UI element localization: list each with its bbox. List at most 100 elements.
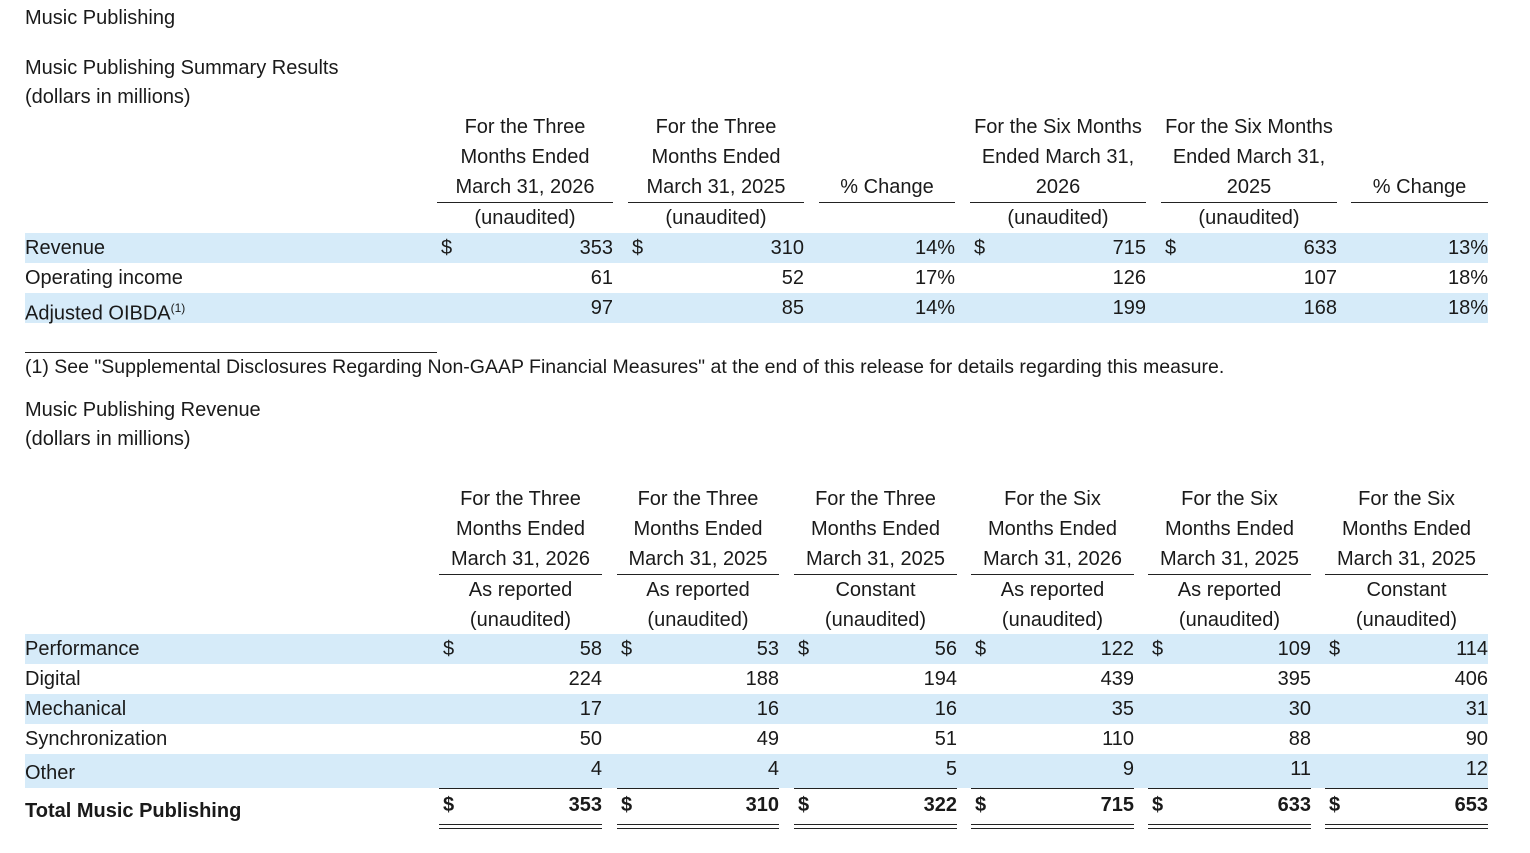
column-header: (unaudited) — [1198, 207, 1300, 229]
table-cell: 14% — [914, 237, 955, 259]
table-cell: 56 — [934, 638, 957, 660]
row-label: Adjusted OIBDA(1) — [25, 293, 185, 325]
dollar-sign: $ — [975, 794, 987, 816]
table-cell: 633 — [1303, 237, 1337, 259]
dollar-sign: $ — [441, 237, 453, 259]
column-header: Months Ended — [651, 146, 781, 168]
total-top-rule — [1148, 788, 1311, 789]
header-underline — [628, 202, 804, 203]
table-cell: 16 — [934, 698, 957, 720]
total-cell: 715 — [1100, 794, 1134, 816]
table-cell: 126 — [1112, 267, 1146, 289]
dollar-sign: $ — [443, 794, 455, 816]
dollar-sign: $ — [621, 794, 633, 816]
row-label: Performance — [25, 638, 140, 660]
column-header: For the Six Months — [1165, 116, 1333, 138]
total-top-rule — [971, 788, 1134, 789]
row-band — [25, 754, 1488, 788]
table-cell: 52 — [781, 267, 804, 289]
total-cell: 653 — [1454, 794, 1488, 816]
section-title: Music Publishing — [25, 7, 176, 29]
row-band — [25, 694, 1488, 724]
total-double-rule — [794, 824, 957, 829]
column-header: As reported — [646, 579, 750, 601]
column-header: Months Ended — [988, 518, 1117, 540]
column-header: (unaudited) — [647, 609, 749, 631]
table-cell: 122 — [1100, 638, 1134, 660]
column-header: Months Ended — [1165, 518, 1294, 540]
table-cell: 4 — [590, 758, 602, 780]
column-header: March 31, 2025 — [1337, 548, 1476, 570]
total-double-rule — [617, 824, 779, 829]
row-label-text: Revenue — [25, 237, 106, 259]
column-header: (unaudited) — [824, 609, 927, 631]
table-cell: 395 — [1277, 668, 1311, 690]
row-label: Digital — [25, 668, 81, 690]
dollar-sign: $ — [632, 237, 644, 259]
table-cell: 439 — [1100, 668, 1134, 690]
total-top-rule — [617, 788, 779, 789]
table-cell: 188 — [745, 668, 779, 690]
column-header: (unaudited) — [1001, 609, 1104, 631]
column-header: (unaudited) — [665, 207, 767, 229]
column-header: March 31, 2025 — [806, 548, 945, 570]
column-header: (unaudited) — [469, 609, 572, 631]
table-cell: 51 — [934, 728, 957, 750]
table-cell: 114 — [1456, 638, 1488, 660]
table-cell: 61 — [590, 267, 613, 289]
total-cell: 353 — [568, 794, 602, 816]
table-cell: 85 — [781, 297, 804, 319]
table-cell: 18% — [1447, 297, 1488, 319]
column-header: % Change — [1372, 176, 1467, 198]
table-cell: 35 — [1111, 698, 1134, 720]
row-band — [25, 233, 1488, 263]
table-cell: 168 — [1303, 297, 1337, 319]
column-header: % Change — [840, 176, 934, 198]
total-double-rule — [439, 824, 602, 829]
footnote: (1) See "Supplemental Disclosures Regard… — [25, 356, 1225, 378]
table-cell: 109 — [1277, 638, 1311, 660]
summary-subtitle: (dollars in millions) — [25, 86, 191, 108]
column-header: For the Six Months — [974, 116, 1142, 138]
dollar-sign: $ — [1329, 794, 1341, 816]
dollar-sign: $ — [798, 794, 810, 816]
column-header: March 31, 2026 — [451, 548, 590, 570]
table-cell: 53 — [756, 638, 779, 660]
row-label-text: Adjusted OIBDA — [25, 302, 171, 325]
total-double-rule — [1325, 824, 1488, 829]
column-header: For the Three — [460, 488, 581, 510]
total-double-rule — [971, 824, 1134, 829]
table-cell: 715 — [1112, 237, 1146, 259]
dollar-sign: $ — [798, 638, 810, 660]
table-cell: 9 — [1122, 758, 1134, 780]
table-cell: 97 — [590, 297, 613, 319]
table-cell: 88 — [1288, 728, 1311, 750]
header-underline — [617, 574, 779, 575]
table-cell: 31 — [1465, 698, 1488, 720]
column-header: Constant — [835, 579, 916, 601]
header-underline — [819, 202, 955, 203]
total-cell: 322 — [923, 794, 957, 816]
column-header: (unaudited) — [474, 207, 576, 229]
table-cell: 199 — [1112, 297, 1146, 319]
total-double-rule — [1148, 824, 1311, 829]
column-header: March 31, 2026 — [983, 548, 1122, 570]
table-cell: 30 — [1288, 698, 1311, 720]
table-cell: 4 — [767, 758, 779, 780]
header-underline — [1148, 574, 1311, 575]
column-header: Ended March 31, — [981, 146, 1135, 168]
table-cell: 16 — [756, 698, 779, 720]
column-header: For the Six — [1004, 488, 1101, 510]
dollar-sign: $ — [1165, 237, 1177, 259]
dollar-sign: $ — [1152, 794, 1164, 816]
total-label: Total Music Publishing — [25, 800, 242, 822]
row-label: Synchronization — [25, 728, 168, 750]
row-label: Operating income — [25, 263, 183, 293]
column-header: March 31, 2025 — [628, 548, 768, 570]
column-header: Months Ended — [460, 146, 590, 168]
row-band — [25, 634, 1488, 664]
column-header: Constant — [1366, 579, 1447, 601]
table-cell: 110 — [1102, 728, 1134, 750]
table-cell: 224 — [568, 668, 602, 690]
table-cell: 5 — [945, 758, 957, 780]
